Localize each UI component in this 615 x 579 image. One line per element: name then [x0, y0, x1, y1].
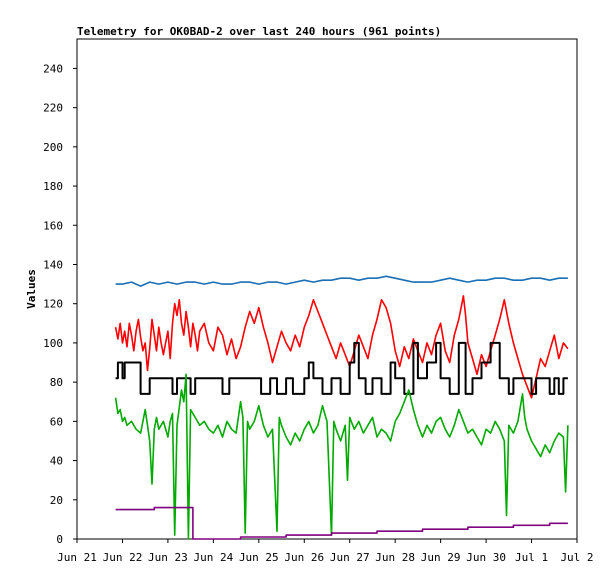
x-tick-label: Jun 24	[193, 551, 233, 564]
y-tick-label: 160	[43, 219, 63, 232]
y-tick-label: 60	[50, 415, 63, 428]
y-axis: 0 20 40 60 80 100 120 140 160 180 200 220 240	[43, 62, 77, 546]
series-layer	[114, 275, 569, 540]
series-line-2	[114, 295, 569, 399]
series-line-1	[115, 275, 568, 287]
x-tick-label: Jul 1	[515, 551, 548, 564]
y-tick-label: 180	[43, 180, 63, 193]
y-tick-label: 120	[43, 298, 63, 311]
series-line-5	[115, 506, 568, 540]
x-tick-label: Jun 23	[148, 551, 188, 564]
x-tick-label: Jun 26	[284, 551, 324, 564]
x-tick-label: Jun 28	[375, 551, 415, 564]
y-tick-label: 100	[43, 337, 63, 350]
y-tick-label: 20	[50, 494, 63, 507]
y-tick-label: 80	[50, 376, 63, 389]
y-tick-label: 0	[56, 533, 63, 546]
x-tick-label: Jun 27	[330, 551, 370, 564]
y-axis-title: Values	[25, 269, 38, 309]
y-tick-label: 240	[43, 62, 63, 75]
y-tick-label: 140	[43, 258, 63, 271]
plot-frame	[76, 38, 578, 540]
x-axis: Jun 21 Jun 22 Jun 23 Jun 24 Jun 25 Jun 26 Jun …	[57, 539, 594, 564]
x-tick-label: Jun 30	[466, 551, 506, 564]
x-tick-label: Jun 25	[239, 551, 279, 564]
y-tick-label: 220	[43, 102, 63, 115]
x-tick-label: Jul 2	[560, 551, 593, 564]
x-tick-label: Jun 21	[57, 551, 97, 564]
x-tick-label: Jun 29	[421, 551, 461, 564]
y-tick-label: 40	[50, 455, 63, 468]
x-tick-label: Jun 22	[103, 551, 143, 564]
chart-title: Telemetry for OK0BAD-2 over last 240 hou…	[77, 25, 441, 38]
series-line-3	[115, 341, 568, 395]
y-tick-label: 200	[43, 141, 63, 154]
series-line-4	[114, 373, 569, 540]
